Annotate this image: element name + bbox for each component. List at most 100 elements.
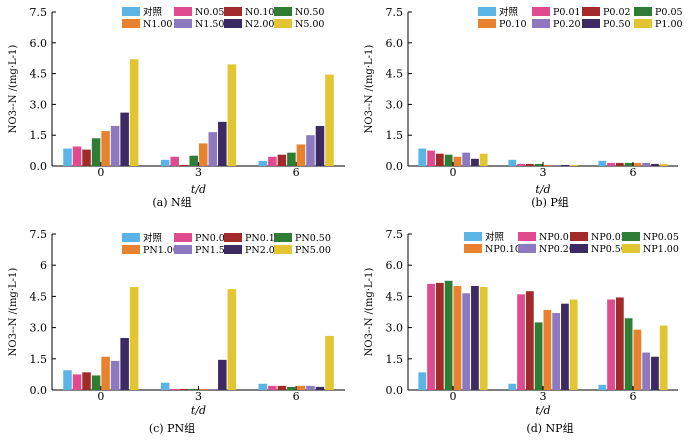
bar [561, 303, 569, 390]
x-tick-label: 6 [630, 166, 637, 179]
legend-label: N0.05 [195, 7, 224, 18]
legend-label: 对照 [143, 232, 163, 244]
y-tick-label: 4.5 [30, 290, 48, 303]
x-tick-label: 3 [540, 390, 547, 403]
bar [287, 152, 296, 166]
legend-swatch [122, 19, 140, 28]
legend-swatch [274, 7, 292, 16]
legend-swatch [274, 245, 292, 254]
legend-label: PN1.50 [195, 245, 231, 256]
legend-label: P0.05 [655, 7, 683, 18]
bar [642, 352, 651, 390]
bar [91, 138, 101, 166]
legend-label: PN5.00 [295, 245, 331, 256]
bar [227, 64, 237, 166]
legend-swatch [274, 19, 292, 28]
bar [552, 313, 561, 390]
bar [517, 294, 525, 390]
y-tick-label: 4.5 [30, 68, 48, 81]
bar [227, 289, 237, 390]
bar [615, 162, 624, 166]
y-tick-label: 0.0 [386, 160, 404, 173]
legend-swatch [224, 233, 242, 242]
x-axis-title: t/d [535, 404, 550, 417]
bar [296, 144, 306, 166]
bar [189, 155, 198, 166]
legend-label: P0.20 [553, 19, 581, 30]
bar [561, 164, 569, 166]
y-tick-label: 6 [40, 259, 47, 272]
legend-label: 对照 [499, 6, 519, 18]
bar [598, 160, 607, 166]
legend-swatch [582, 7, 600, 16]
bar [435, 282, 444, 390]
bar [129, 59, 139, 166]
legend-swatch [122, 245, 140, 254]
legend-label: N0.50 [295, 7, 324, 18]
bar [129, 287, 139, 390]
bar [508, 159, 517, 166]
legend-label: PN1.00 [143, 245, 179, 256]
legend-label: N2.00 [245, 19, 274, 30]
bar [633, 162, 642, 166]
y-axis-title: NO3--N /(mg·L-1) [364, 268, 375, 357]
bar [607, 162, 615, 166]
bar [170, 388, 179, 390]
legend-label: P0.10 [499, 19, 527, 30]
y-tick-label: 0.0 [386, 384, 404, 397]
bar [277, 385, 287, 390]
bar [63, 148, 72, 166]
legend-label: PN0.05 [195, 233, 231, 244]
panel-caption: (d) NP组 [526, 422, 574, 435]
bar [258, 383, 268, 390]
panel-caption: (a) N组 [152, 196, 192, 209]
chart-panel-0: 0.0 1.5 3.0 4.5 6.0 7.5 0 3 6 t/d NO3--N /(mg·L-1)… [8, 6, 345, 196]
legend-swatch [174, 245, 192, 254]
bar [659, 325, 668, 390]
legend-swatch [464, 244, 482, 253]
bar [268, 156, 277, 166]
bar [543, 164, 552, 166]
chart-panel-3: 0.0 1.5 3.0 4.5 6.0 7.5 0 3 6 t/d NO3--N /(mg·L-1)… [364, 228, 679, 417]
y-tick-label: 7.5 [386, 6, 404, 19]
bar [208, 132, 218, 166]
bar [569, 164, 578, 166]
x-tick-label: 0 [97, 390, 104, 403]
legend-label: NP1.00 [643, 244, 679, 255]
bar [624, 162, 633, 166]
legend-swatch [570, 232, 588, 241]
bar [525, 291, 534, 390]
panel-caption: (c) PN组 [148, 422, 196, 435]
bar [199, 143, 208, 166]
legend-swatch [518, 244, 536, 253]
x-axis-title: t/d [535, 183, 550, 196]
panel-caption: (b) P组 [531, 196, 569, 209]
bar [462, 152, 471, 166]
bar [325, 335, 334, 390]
y-tick-label: 3.0 [386, 98, 404, 111]
bar [624, 318, 633, 390]
y-tick-label: 7.5 [386, 228, 404, 241]
x-tick-label: 3 [195, 390, 202, 403]
legend-label: 对照 [485, 231, 505, 243]
x-tick-label: 3 [540, 166, 547, 179]
bar [325, 74, 334, 166]
legend-label: N0.10 [245, 7, 274, 18]
bar [543, 309, 552, 390]
bar [110, 360, 120, 390]
bar [427, 150, 435, 166]
bar [306, 385, 315, 390]
legend-label: NP0.20 [539, 244, 575, 255]
bar [462, 293, 471, 390]
y-tick-label: 4.5 [386, 68, 404, 81]
bar [199, 388, 208, 390]
legend-swatch [622, 244, 640, 253]
y-axis-title: NO3--N /(mg·L-1) [364, 45, 375, 134]
y-axis-title: NO3--N /(mg·L-1) [8, 45, 19, 134]
bar [651, 356, 659, 390]
bar [189, 388, 198, 390]
legend-swatch [532, 7, 550, 16]
bar [525, 163, 534, 166]
bar [218, 121, 227, 166]
x-tick-label: 0 [97, 166, 104, 179]
